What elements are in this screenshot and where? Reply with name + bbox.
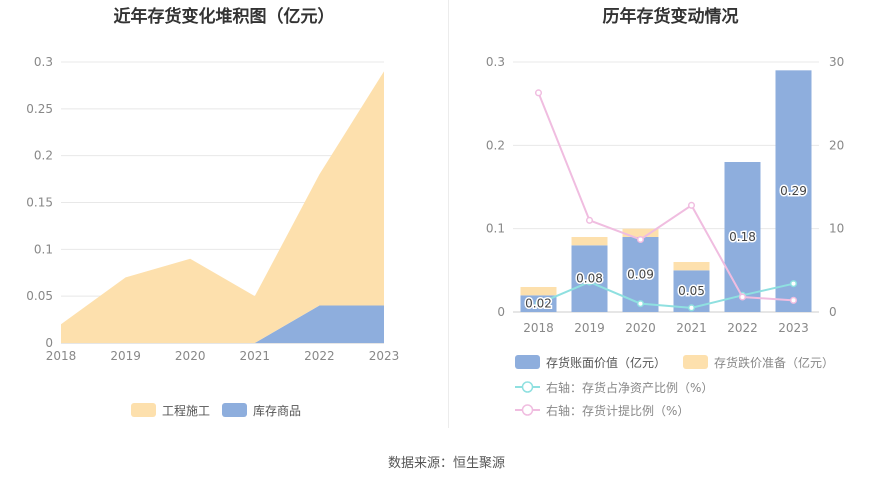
legend-swatch: [222, 403, 247, 417]
bar-book-value: [724, 162, 761, 312]
point-inventory-to-net-assets: [789, 280, 798, 288]
right-y-tick-label: 10: [829, 222, 844, 236]
y-tick-label: 0.05: [26, 289, 53, 303]
left-y-tick-label: 0.2: [486, 138, 505, 152]
bar-impairment-reserve: [520, 287, 557, 296]
point-provision-ratio: [789, 296, 798, 304]
bar-data-label: 0.29: [780, 184, 807, 198]
x-tick-label: 2021: [676, 321, 707, 335]
point-inventory-to-net-assets: [534, 300, 543, 308]
bar-data-label: 0.05: [678, 284, 705, 298]
x-tick-label: 2019: [574, 321, 605, 335]
bar-data-label: 0.08: [576, 272, 603, 286]
data-source-note: 数据来源：恒生聚源: [387, 456, 505, 471]
left-area-chart: 0 0.05 0.1 0.15 0.2 0.25 0.3 2018 2019 2020 2021 20…: [26, 55, 399, 418]
x-tick-label: 2020: [625, 321, 656, 335]
left-y-tick-label: 0.3: [486, 55, 505, 69]
bar-book-value: [775, 70, 812, 312]
legend-label: 右轴：存货计提比例（%）: [546, 403, 689, 418]
point-provision-ratio: [687, 201, 696, 209]
y-tick-label: 0: [45, 336, 53, 350]
right-y-tick-label: 30: [829, 55, 844, 69]
right-y-tick-label: 0: [829, 305, 837, 319]
area-inventory-goods: [61, 305, 384, 343]
point-inventory-to-net-assets: [687, 304, 696, 312]
bar-data-label: 0.09: [627, 268, 654, 282]
right-chart-title: 历年存货变动情况: [602, 7, 739, 27]
legend-label: 工程施工: [162, 403, 210, 418]
legend-label: 右轴：存货占净资产比例（%）: [546, 380, 713, 395]
y-tick-label: 0.15: [26, 196, 53, 210]
left-chart-title: 近年存货变化堆积图（亿元）: [113, 7, 335, 27]
legend-swatch: [515, 355, 540, 369]
point-inventory-to-net-assets: [585, 278, 594, 286]
point-provision-ratio: [738, 293, 747, 301]
legend-swatch: [683, 355, 708, 369]
legend-swatch: [131, 403, 156, 417]
legend-marker: [521, 381, 534, 393]
legend-label: 存货账面价值（亿元）: [546, 355, 666, 370]
point-inventory-to-net-assets: [636, 300, 645, 308]
x-tick-label: 2023: [778, 321, 809, 335]
line-inventory-to-net-assets: [538, 280, 794, 309]
right-y-tick-label: 20: [829, 138, 844, 152]
x-tick-label: 2018: [46, 349, 77, 363]
x-tick-label: 2020: [175, 349, 206, 363]
bar-impairment-reserve: [673, 262, 710, 271]
point-provision-ratio: [534, 89, 543, 97]
x-tick-label: 2018: [523, 321, 554, 335]
legend-marker: [521, 404, 534, 416]
area-construction-in-progress: [61, 71, 384, 343]
x-tick-label: 2023: [369, 349, 400, 363]
x-tick-label: 2021: [240, 349, 271, 363]
point-provision-ratio: [636, 235, 645, 244]
bar-data-label: 0.18: [729, 230, 756, 244]
legend-label: 存货跌价准备（亿元）: [714, 355, 834, 370]
y-tick-label: 0.3: [34, 55, 53, 69]
x-tick-label: 2022: [304, 349, 335, 363]
bar-impairment-reserve: [571, 237, 608, 246]
y-tick-label: 0.25: [26, 102, 53, 116]
y-tick-label: 0.2: [34, 149, 53, 163]
right-bar-line-chart: 0 0.1 0.2 0.3 0 10 20 30 2018 2019 2020 2021 2022 202…: [486, 55, 844, 418]
left-y-tick-label: 0: [497, 305, 505, 319]
line-provision-ratio: [537, 92, 794, 302]
bar-data-label: 0.02: [525, 297, 552, 311]
bar-impairment-reserve: [622, 228, 659, 237]
y-tick-label: 0.1: [34, 242, 53, 256]
point-provision-ratio: [585, 216, 594, 224]
legend-label: 库存商品: [253, 403, 301, 418]
x-tick-label: 2022: [727, 321, 758, 335]
left-y-tick-label: 0.1: [486, 222, 505, 236]
x-tick-label: 2019: [110, 349, 141, 363]
